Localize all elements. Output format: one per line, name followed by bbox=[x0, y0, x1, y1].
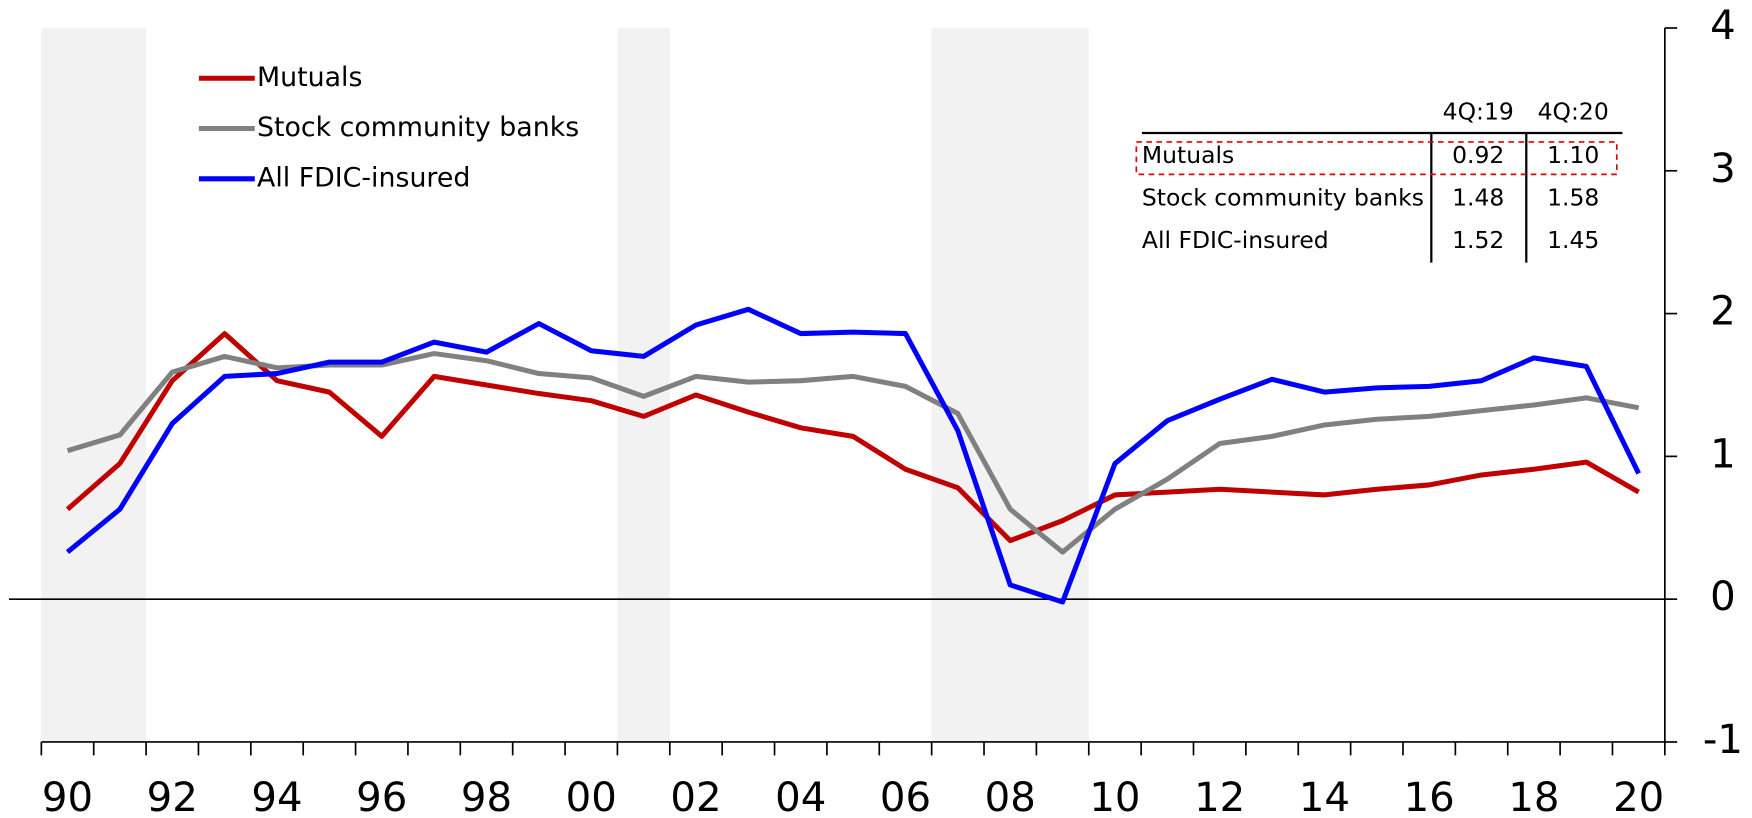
y-tick-label: 2 bbox=[1710, 289, 1736, 335]
table-cell: 1.45 bbox=[1547, 226, 1599, 254]
series-line bbox=[65, 331, 1640, 544]
table-cell: 1.52 bbox=[1452, 226, 1504, 254]
x-tick-label: 12 bbox=[1194, 775, 1245, 818]
x-tick-label: 96 bbox=[356, 775, 407, 818]
x-tick-label: 94 bbox=[251, 775, 302, 818]
x-tick-label: 02 bbox=[670, 775, 721, 818]
x-tick-label: 20 bbox=[1613, 775, 1664, 818]
table-row-label: All FDIC-insured bbox=[1142, 226, 1329, 254]
y-tick-label: 4 bbox=[1710, 3, 1736, 49]
x-tick-label: 92 bbox=[147, 775, 198, 818]
x-tick-label: 04 bbox=[775, 775, 826, 818]
table-cell: 1.10 bbox=[1547, 141, 1599, 169]
y-tick-label: 0 bbox=[1710, 574, 1736, 620]
x-tick-label: 08 bbox=[985, 775, 1036, 818]
legend-label: Stock community banks bbox=[257, 112, 579, 143]
table-row-label: Mutuals bbox=[1142, 141, 1234, 169]
table-header: 4Q:19 bbox=[1443, 97, 1514, 125]
y-tick-label: 3 bbox=[1710, 146, 1736, 192]
x-tick-label: 10 bbox=[1089, 775, 1140, 818]
recession-band bbox=[41, 27, 147, 742]
y-tick-label: -1 bbox=[1703, 717, 1743, 763]
x-tick-label: 98 bbox=[461, 775, 512, 818]
table-cell: 0.92 bbox=[1452, 141, 1504, 169]
x-tick-label: 14 bbox=[1299, 775, 1350, 818]
recession-band bbox=[617, 27, 670, 742]
table-header: 4Q:20 bbox=[1538, 97, 1609, 125]
series-line bbox=[65, 306, 1641, 605]
x-tick-label: 06 bbox=[880, 775, 931, 818]
series-line bbox=[66, 351, 1640, 555]
x-tick-label: 16 bbox=[1404, 775, 1455, 818]
table-cell: 1.58 bbox=[1547, 183, 1599, 211]
x-tick-label: 90 bbox=[42, 775, 93, 818]
legend-label: Mutuals bbox=[257, 62, 362, 93]
y-tick-label: 1 bbox=[1710, 431, 1736, 477]
table-cell: 1.48 bbox=[1452, 183, 1504, 211]
recession-band bbox=[931, 27, 1089, 742]
x-tick-label: 00 bbox=[566, 775, 617, 818]
legend-label: All FDIC-insured bbox=[257, 162, 470, 193]
table-row-label: Stock community banks bbox=[1142, 183, 1424, 211]
highlight-box bbox=[1135, 141, 1618, 176]
x-tick-label: 18 bbox=[1508, 775, 1559, 818]
